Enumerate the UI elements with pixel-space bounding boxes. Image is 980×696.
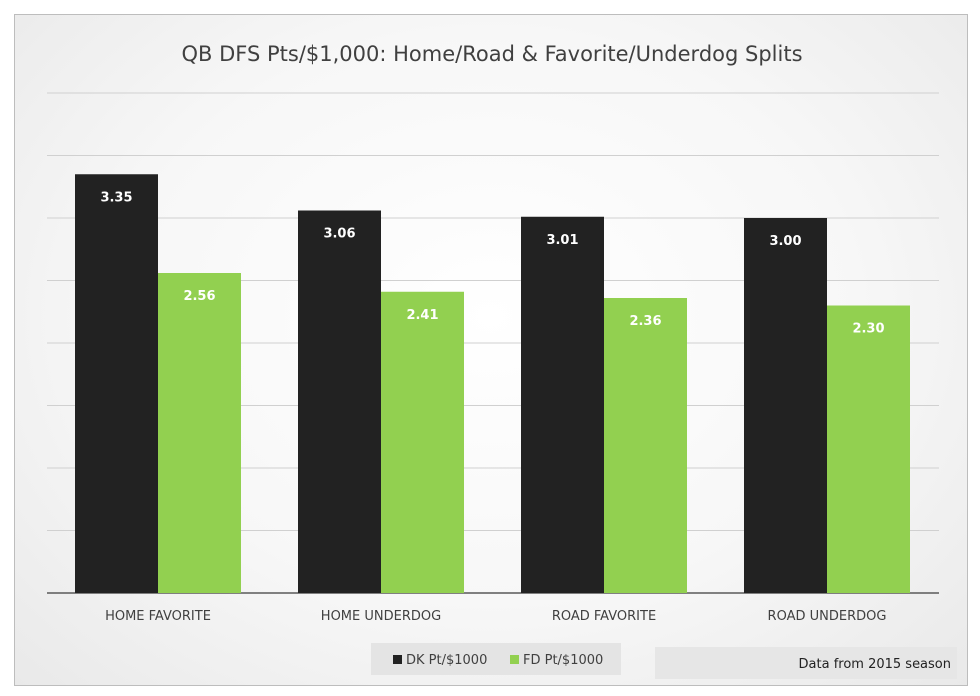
category-label: HOME FAVORITE (105, 609, 211, 624)
bar-dk-2 (521, 216, 604, 593)
category-label: HOME UNDERDOG (321, 609, 441, 624)
category-label: ROAD FAVORITE (552, 609, 656, 624)
bar-fd-1 (381, 291, 464, 593)
bar-fd-2 (604, 298, 687, 593)
legend-label-dk: DK Pt/$1000 (406, 653, 487, 668)
data-label: 2.36 (629, 314, 661, 329)
chart-title: QB DFS Pts/$1,000: Home/Road & Favorite/… (181, 42, 802, 66)
data-label: 2.30 (852, 322, 884, 337)
category-labels: HOME FAVORITE HOME UNDERDOG ROAD FAVORITE R… (105, 609, 886, 624)
legend-box (371, 643, 621, 675)
data-labels: 3.35 2.56 3.06 2.41 3.01 2.36 3.00 2.30 (100, 190, 884, 336)
category-label: ROAD UNDERDOG (768, 609, 887, 624)
note-box (655, 647, 957, 679)
data-label: 2.56 (183, 289, 215, 304)
bar-dk-3 (744, 218, 827, 593)
data-label: 3.35 (100, 190, 132, 205)
legend-label-fd: FD Pt/$1000 (523, 653, 603, 668)
bars (75, 174, 910, 593)
legend-swatch-fd (510, 655, 519, 664)
source-note-text: Data from 2015 season (799, 657, 951, 672)
bar-fd-0 (158, 273, 241, 593)
source-note: Data from 2015 season (655, 647, 957, 679)
data-label: 3.01 (546, 233, 578, 248)
chart-frame: QB DFS Pts/$1,000: Home/Road & Favorite/… (14, 14, 968, 686)
data-label: 3.06 (323, 227, 355, 242)
legend: DK Pt/$1000 FD Pt/$1000 (371, 643, 621, 675)
chart-area: QB DFS Pts/$1,000: Home/Road & Favorite/… (47, 42, 957, 679)
legend-swatch-dk (393, 655, 402, 664)
bar-fd-3 (827, 305, 910, 593)
data-label: 2.41 (406, 308, 438, 323)
bar-dk-0 (75, 174, 158, 593)
bar-dk-1 (298, 210, 381, 593)
data-label: 3.00 (769, 234, 801, 249)
